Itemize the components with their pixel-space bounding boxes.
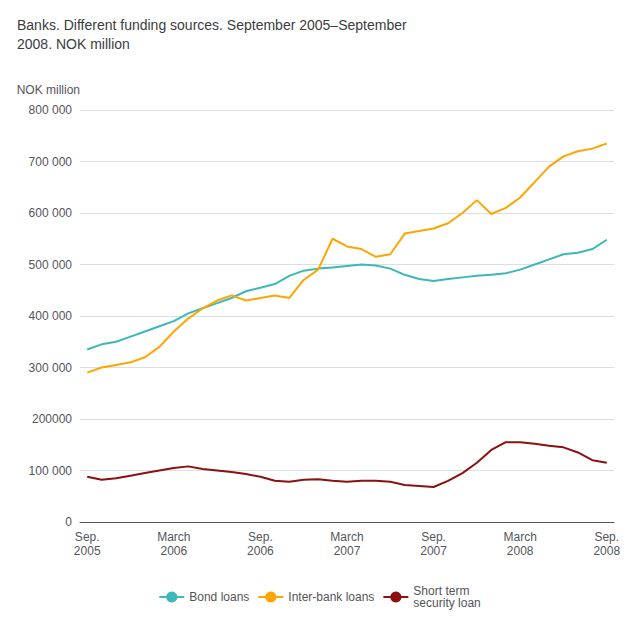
svg-text:Sep.: Sep. — [75, 530, 100, 544]
svg-text:0: 0 — [65, 515, 72, 529]
svg-text:200000: 200000 — [32, 412, 72, 426]
svg-text:2006: 2006 — [160, 544, 187, 558]
svg-text:Sep.: Sep. — [248, 530, 273, 544]
svg-text:Inter-bank loans: Inter-bank loans — [288, 590, 374, 604]
svg-text:2008. NOK million: 2008. NOK million — [17, 36, 130, 52]
svg-text:NOK million: NOK million — [17, 83, 80, 97]
svg-text:Sep.: Sep. — [421, 530, 446, 544]
svg-text:500 000: 500 000 — [29, 258, 73, 272]
svg-text:2006: 2006 — [247, 544, 274, 558]
svg-text:2008: 2008 — [507, 544, 534, 558]
svg-text:2007: 2007 — [420, 544, 447, 558]
svg-text:March: March — [157, 530, 190, 544]
svg-text:Banks. Different funding sourc: Banks. Different funding sources. Septem… — [17, 17, 407, 33]
svg-text:600 000: 600 000 — [29, 206, 73, 220]
svg-text:March: March — [504, 530, 537, 544]
svg-text:Sep.: Sep. — [594, 530, 619, 544]
svg-text:security loan: security loan — [413, 596, 480, 610]
svg-text:2008: 2008 — [593, 544, 620, 558]
svg-text:Bond loans: Bond loans — [189, 590, 249, 604]
svg-text:Short term: Short term — [413, 584, 470, 598]
svg-text:March: March — [330, 530, 363, 544]
svg-text:2007: 2007 — [334, 544, 361, 558]
svg-text:700 000: 700 000 — [29, 155, 73, 169]
svg-text:2005: 2005 — [74, 544, 101, 558]
svg-text:100 000: 100 000 — [29, 464, 73, 478]
svg-text:400 000: 400 000 — [29, 309, 73, 323]
svg-text:300 000: 300 000 — [29, 361, 73, 375]
svg-text:800 000: 800 000 — [29, 103, 73, 117]
